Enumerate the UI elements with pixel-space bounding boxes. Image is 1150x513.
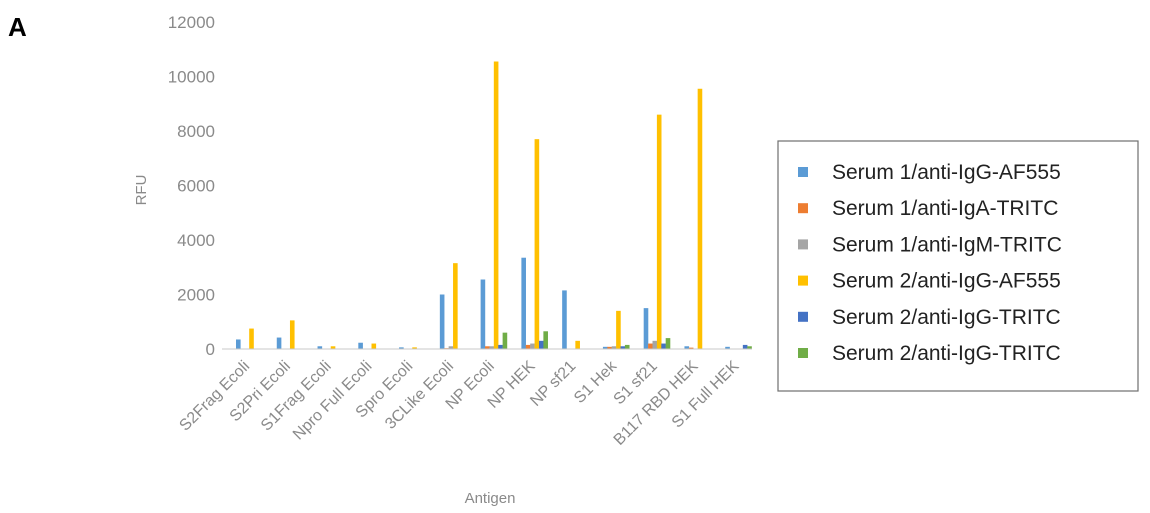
- bar: [665, 338, 671, 349]
- bar: [453, 263, 458, 349]
- y-tick-label: 8000: [177, 122, 215, 141]
- bar: [747, 346, 752, 349]
- bar: [330, 346, 336, 349]
- x-tick-label: S2Frag Ecoli: [176, 358, 253, 435]
- bar: [493, 61, 499, 349]
- bar: [521, 257, 526, 349]
- legend-swatch: [798, 275, 808, 286]
- bar: [562, 290, 567, 349]
- bar: [697, 88, 703, 349]
- bar: [684, 346, 690, 349]
- bar: [538, 340, 544, 349]
- bar: [656, 114, 662, 350]
- bar: [616, 310, 621, 349]
- bar: [498, 344, 503, 349]
- bar: [439, 294, 445, 349]
- bar: [624, 344, 630, 349]
- bar: [358, 342, 363, 349]
- bar: [543, 331, 548, 349]
- bar: [236, 339, 241, 349]
- bar: [648, 343, 653, 349]
- bar: [530, 343, 535, 349]
- bar: [276, 337, 282, 349]
- legend-label: Serum 2/anti-IgG-AF555: [832, 270, 1061, 293]
- bar: [317, 346, 323, 349]
- bar: [480, 279, 486, 349]
- bar: [643, 308, 649, 349]
- panel-label: A: [8, 12, 27, 42]
- legend-label: Serum 2/anti-IgG-TRITC: [832, 306, 1061, 329]
- bar: [602, 346, 608, 349]
- y-tick-label: 2000: [177, 286, 215, 305]
- y-axis-title: RFU: [133, 175, 150, 206]
- bar: [399, 347, 404, 349]
- bar: [611, 346, 617, 349]
- x-tick-label: NP sf21: [527, 358, 579, 410]
- bar: [661, 343, 666, 349]
- bar: [607, 346, 612, 349]
- bar: [688, 347, 694, 349]
- bar: [485, 346, 490, 349]
- y-axis: 0 2000 4000 6000 8000 10000 12000: [168, 13, 215, 359]
- legend-swatch: [798, 311, 808, 322]
- legend-swatch: [798, 203, 808, 214]
- bar: [742, 344, 748, 349]
- bar: [725, 346, 730, 349]
- y-tick-label: 10000: [168, 68, 215, 87]
- bar: [652, 340, 658, 349]
- legend: Serum 1/anti-IgG-AF555 Serum 1/anti-IgA-T…: [777, 140, 1139, 392]
- legend-label: Serum 2/anti-IgG-TRITC: [832, 342, 1061, 365]
- bar: [249, 328, 254, 349]
- legend-swatch: [798, 239, 808, 250]
- bar: [525, 344, 531, 349]
- bar: [502, 332, 508, 349]
- y-tick-label: 4000: [177, 231, 215, 250]
- plot-area: [236, 61, 752, 350]
- legend-label: Serum 1/anti-IgM-TRITC: [832, 233, 1062, 256]
- bar: [620, 346, 626, 349]
- legend-label: Serum 1/anti-IgA-TRITC: [832, 197, 1058, 220]
- legend-swatch: [798, 167, 808, 177]
- bar: [448, 346, 454, 349]
- y-tick-label: 0: [206, 340, 215, 359]
- bar: [489, 346, 495, 349]
- bar: [412, 347, 417, 349]
- bar: [534, 139, 540, 349]
- y-tick-label: 6000: [177, 177, 215, 196]
- x-axis-title: Antigen: [465, 490, 516, 507]
- y-tick-label: 12000: [168, 13, 215, 32]
- bar: [575, 340, 580, 349]
- legend-box: [777, 140, 1139, 392]
- legend-label: Serum 1/anti-IgG-AF555: [832, 161, 1061, 184]
- legend-swatch: [798, 348, 808, 358]
- bar: [371, 343, 377, 349]
- bar: [289, 320, 295, 349]
